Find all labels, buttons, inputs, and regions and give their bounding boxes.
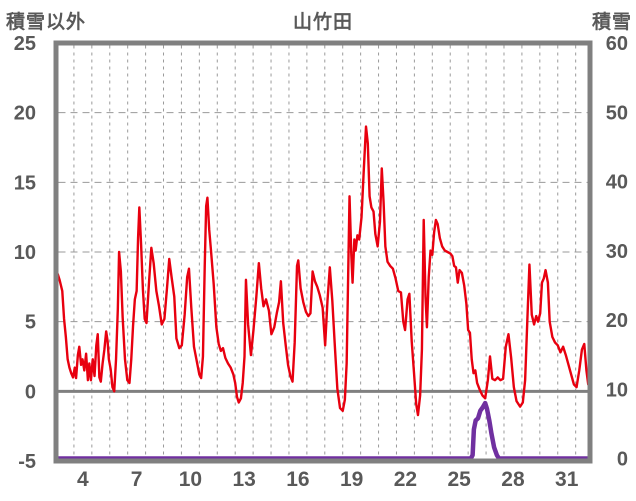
left-axis-tick-label: 0: [25, 381, 36, 403]
x-axis-tick-label: 28: [501, 468, 525, 491]
right-axis-title: 積雪: [591, 12, 632, 33]
left-axis-title: 積雪以外: [6, 12, 87, 33]
x-axis-tick-label: 25: [448, 468, 472, 491]
right-axis-tick-label: 20: [606, 310, 628, 332]
x-axis-tick-label: 4: [77, 468, 89, 491]
left-axis-tick-label: 15: [14, 172, 36, 194]
x-axis-tick-label: 13: [232, 468, 255, 491]
right-axis-tick-label: 30: [606, 241, 628, 263]
x-axis-tick-label: 7: [131, 468, 143, 491]
temperature-line: [54, 125, 592, 417]
x-axis-tick-label: 16: [286, 468, 309, 491]
chart-title: 山竹田: [292, 12, 353, 33]
left-axis-tick-label: 5: [25, 312, 36, 334]
snow-depth-line: [53, 400, 593, 461]
left-axis-tick-label: 20: [14, 103, 36, 125]
right-axis-tick-label: 0: [617, 449, 628, 471]
right-axis-tick-label: 50: [606, 102, 628, 124]
x-axis-tick-label: 22: [394, 468, 417, 491]
x-axis-tick-label: 19: [340, 468, 363, 491]
plot-border: [53, 40, 593, 464]
x-axis-tick-label: 31: [555, 468, 579, 491]
x-axis-tick-label: 10: [179, 468, 202, 491]
left-axis-tick-label: 10: [14, 242, 36, 264]
left-axis-tick-label: -5: [18, 451, 36, 473]
right-axis-tick-label: 10: [606, 379, 628, 401]
right-axis-tick-label: 60: [606, 33, 628, 55]
left-axis-tick-label: 25: [14, 33, 36, 55]
right-axis-tick-label: 40: [606, 172, 628, 194]
